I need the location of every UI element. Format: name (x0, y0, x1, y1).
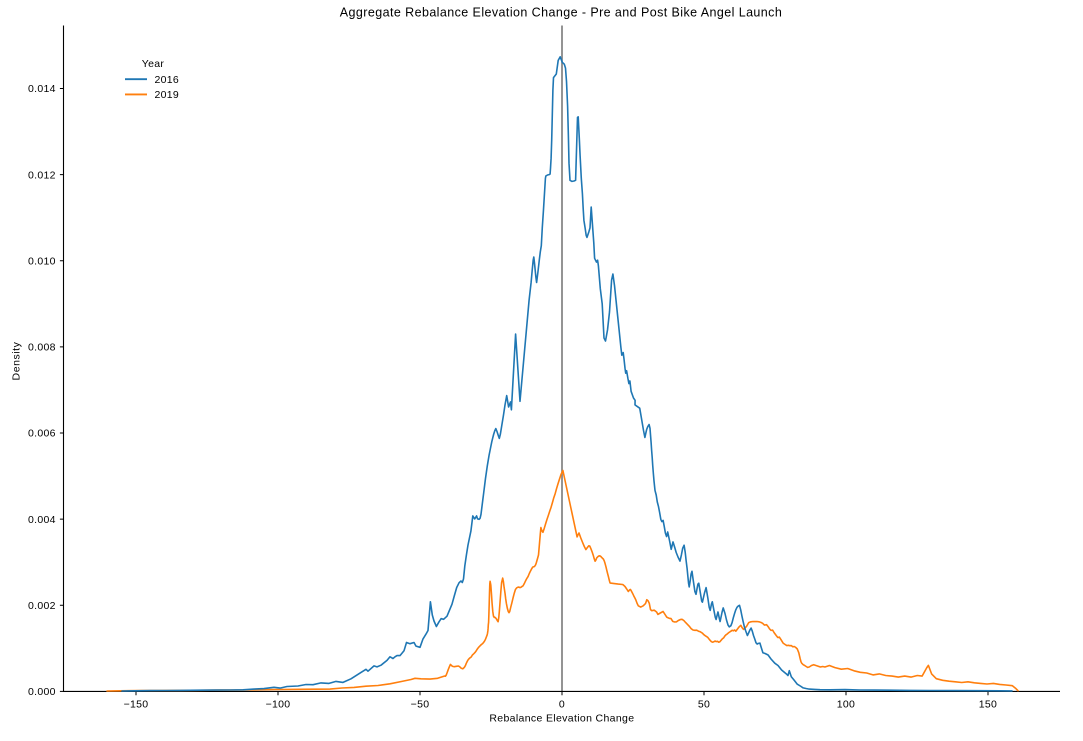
svg-text:Aggregate Rebalance Elevation: Aggregate Rebalance Elevation Change - P… (340, 5, 782, 19)
svg-text:50: 50 (698, 699, 710, 711)
svg-text:2016: 2016 (155, 74, 180, 86)
svg-text:0.006: 0.006 (28, 428, 56, 440)
svg-text:100: 100 (837, 699, 855, 711)
svg-text:0.012: 0.012 (28, 169, 56, 181)
svg-text:Density: Density (11, 341, 23, 380)
svg-text:150: 150 (979, 699, 997, 711)
svg-text:2019: 2019 (155, 89, 180, 101)
svg-text:−100: −100 (266, 699, 291, 711)
svg-text:−50: −50 (411, 699, 430, 711)
svg-text:0.004: 0.004 (28, 514, 56, 526)
svg-text:0.002: 0.002 (28, 600, 56, 612)
svg-text:0: 0 (559, 699, 565, 711)
svg-text:0.008: 0.008 (28, 342, 56, 354)
svg-text:Year: Year (142, 58, 165, 70)
svg-text:0.000: 0.000 (28, 686, 56, 698)
svg-text:−150: −150 (124, 699, 149, 711)
svg-text:0.010: 0.010 (28, 255, 56, 267)
svg-text:Rebalance Elevation Change: Rebalance Elevation Change (489, 712, 634, 724)
svg-text:0.014: 0.014 (28, 83, 56, 95)
